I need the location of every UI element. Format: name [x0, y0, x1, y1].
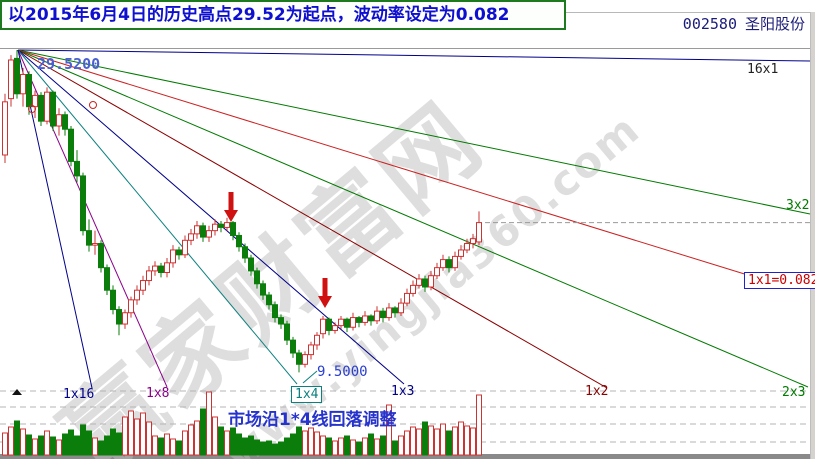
stock-code: 002580 — [682, 15, 737, 33]
candlestick-series — [2, 50, 482, 373]
down-arrow-annotation-1 — [224, 192, 238, 222]
down-arrow-annotation-2 — [318, 278, 332, 308]
stock-identifier[interactable]: 002580 圣阳股份 — [675, 13, 805, 34]
trend-annotation-text: 市场沿1*4线回落调整 — [228, 410, 397, 430]
gann-anchor-handle-2[interactable] — [89, 101, 97, 109]
gann-label-3x2: 3x2 — [786, 198, 810, 213]
header-divider — [560, 12, 815, 13]
gann-label-2x3: 2x3 — [782, 385, 806, 400]
gann-label-1x2: 1x2 — [585, 384, 609, 399]
axis-marker-triangle — [12, 389, 22, 395]
gann-label-1x4: 1x4 — [291, 386, 323, 403]
gann-setting-title-text: 以2015年6月4日的历史高点29.52为起点，波动率设定为0.082 — [8, 5, 510, 25]
right-edge-strip — [810, 12, 815, 459]
low-price-leader-line — [302, 370, 318, 384]
low-price-label: 9.5000 — [317, 364, 368, 380]
gann-fan — [17, 49, 811, 389]
gann-label-1x8: 1x8 — [146, 386, 170, 401]
volume-series — [2, 391, 482, 456]
chart-top-border — [0, 48, 810, 49]
gann-label-1x3: 1x3 — [391, 384, 415, 399]
stock-name: 圣阳股份 — [744, 15, 805, 33]
gann-setting-title: 以2015年6月4日的历史高点29.52为起点，波动率设定为0.082 — [0, 0, 566, 30]
gann-anchor-handle-1[interactable] — [28, 105, 36, 113]
high-price-label: 29.5200 — [37, 55, 101, 73]
gann-label-16x1: 16x1 — [747, 62, 779, 77]
bottom-edge-bar — [0, 454, 810, 459]
gann-label-1x16: 1x16 — [63, 387, 95, 402]
